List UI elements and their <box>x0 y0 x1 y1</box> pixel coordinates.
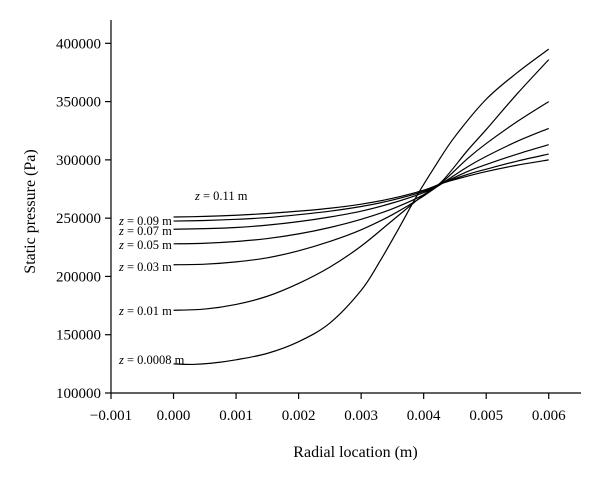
x-tick-label: 0.004 <box>407 408 441 424</box>
series-label-0: z = 0.0008 m <box>118 353 185 367</box>
series-label-2: z = 0.03 m <box>118 260 172 274</box>
series-label-value: = 0.03 m <box>124 260 172 274</box>
series-line-5 <box>173 153 549 222</box>
series-label-3: z = 0.05 m <box>118 238 172 252</box>
y-tick-label: 350000 <box>56 95 101 111</box>
series-label-5: z = 0.09 m <box>118 214 172 228</box>
series-line-3 <box>173 127 549 245</box>
series-label-var: z <box>194 189 200 203</box>
y-tick-label: 250000 <box>56 211 101 227</box>
x-tick-label: 0.005 <box>469 408 503 424</box>
x-tick-label: 0.000 <box>157 408 191 424</box>
y-ticks: 100000 150000 200000 250000 300000 350000 4000… <box>56 36 111 402</box>
axes <box>110 20 581 394</box>
series-label-value: = 0.07 m <box>124 224 172 238</box>
series-labels: z = 0.0008 mz = 0.01 mz = 0.03 mz = 0.05… <box>118 189 248 367</box>
x-tick-label: 0.002 <box>282 408 316 424</box>
series-line-4 <box>173 144 549 230</box>
series-label-value: = 0.01 m <box>124 304 172 318</box>
series-curves <box>173 48 550 366</box>
series-label-value: = 0.0008 m <box>124 353 185 367</box>
x-tick-label: −0.001 <box>90 408 132 424</box>
y-tick-label: 200000 <box>56 269 101 285</box>
series-label-var: z <box>118 260 124 274</box>
series-label-var: z <box>118 224 124 238</box>
series-label-value: = 0.09 m <box>124 214 172 228</box>
x-tick-label: 0.006 <box>532 408 566 424</box>
series-label-var: z <box>118 214 124 228</box>
series-label-value: = 0.11 m <box>200 189 248 203</box>
series-line-0 <box>173 48 550 366</box>
y-tick-label: 300000 <box>56 153 101 169</box>
y-tick-label: 150000 <box>56 328 101 344</box>
series-label-var: z <box>118 353 124 367</box>
y-axis-title: Static pressure (Pa) <box>22 149 39 273</box>
series-label-value: = 0.05 m <box>124 238 172 252</box>
y-tick-label: 100000 <box>56 386 101 402</box>
x-ticks: −0.001 0.000 0.001 0.002 0.003 0.004 0.005 0.00… <box>90 393 566 424</box>
x-tick-label: 0.001 <box>219 408 253 424</box>
x-tick-label: 0.003 <box>344 408 378 424</box>
series-label-var: z <box>118 304 124 318</box>
series-line-2 <box>173 101 550 266</box>
y-tick-label: 400000 <box>56 36 101 52</box>
series-label-1: z = 0.01 m <box>118 304 172 318</box>
series-label-6: z = 0.11 m <box>194 189 248 203</box>
series-label-4: z = 0.07 m <box>118 224 172 238</box>
series-line-1 <box>173 59 550 311</box>
x-axis-title: Radial location (m) <box>293 444 417 461</box>
series-label-var: z <box>118 238 124 252</box>
series-line-6 <box>173 159 549 218</box>
